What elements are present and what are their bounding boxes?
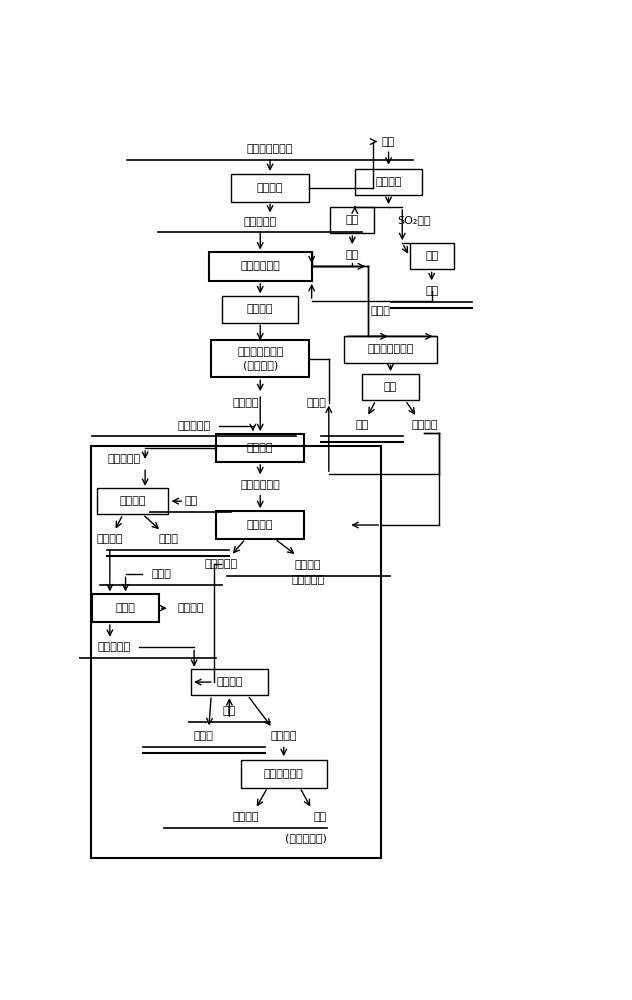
Text: 浸出终渣: 浸出终渣 [295, 560, 322, 570]
Text: 预中和后液: 预中和后液 [98, 642, 131, 652]
Text: 电解: 电解 [384, 382, 397, 392]
Bar [344, 336, 437, 363]
Text: 中浸液: 中浸液 [370, 306, 390, 316]
Text: 富铟渣: 富铟渣 [194, 731, 214, 741]
Bar [216, 434, 305, 462]
Bar [91, 446, 381, 858]
Text: 收尘: 收尘 [346, 215, 359, 225]
Text: 协同浸出: 协同浸出 [247, 443, 274, 453]
Bar [191, 669, 268, 695]
Text: 电解废液: 电解废液 [411, 420, 437, 430]
Text: 预中和渣: 预中和渣 [178, 603, 204, 613]
Text: 高铁硫化锌精矿: 高铁硫化锌精矿 [247, 144, 293, 154]
Text: 锌焙砂: 锌焙砂 [151, 569, 171, 579]
Text: 铁渣: 铁渣 [314, 812, 327, 822]
Text: 两段或三段净化: 两段或三段净化 [367, 344, 414, 354]
Bar [410, 243, 454, 269]
Text: 高铁锌精矿: 高铁锌精矿 [178, 421, 210, 431]
Text: 铁粉: 铁粉 [184, 496, 197, 506]
Text: 协同浸出底流: 协同浸出底流 [240, 480, 280, 490]
Text: 高酸浸出液: 高酸浸出液 [205, 559, 238, 569]
Text: 中和水解除杂: 中和水解除杂 [240, 261, 280, 271]
Text: 预中和: 预中和 [116, 603, 135, 613]
Text: 沉铟后液: 沉铟后液 [270, 731, 297, 741]
Text: 弱酸液: 弱酸液 [307, 398, 327, 408]
Bar [222, 296, 298, 323]
Text: 协同浸出液: 协同浸出液 [107, 454, 141, 464]
Bar [331, 207, 374, 233]
Text: 高温氧化沉铁: 高温氧化沉铁 [264, 769, 303, 779]
Text: 电锌: 电锌 [355, 420, 368, 430]
Text: SO₂烟气: SO₂烟气 [398, 215, 431, 225]
Bar [209, 252, 312, 281]
Text: 高酸浸出: 高酸浸出 [247, 520, 274, 530]
Text: 富铜渣: 富铜渣 [158, 534, 178, 544]
Bar [355, 169, 422, 195]
Bar [97, 488, 168, 514]
Bar [216, 511, 305, 539]
Bar [362, 374, 418, 400]
Text: 高铁锌焙砂: 高铁锌焙砂 [244, 217, 277, 227]
Bar [211, 340, 309, 377]
Text: 烟气: 烟气 [382, 137, 395, 147]
Text: 中浸底流: 中浸底流 [247, 304, 274, 314]
Text: 弱酸底流: 弱酸底流 [233, 398, 258, 408]
Text: 低温焙烧: 低温焙烧 [257, 183, 283, 193]
Text: 硫酸: 硫酸 [425, 286, 438, 296]
Text: (资源化利用): (资源化利用) [285, 833, 327, 843]
Bar [231, 174, 309, 202]
Text: 含铁溶液预处理
(弱酸浸出): 含铁溶液预处理 (弱酸浸出) [237, 348, 283, 370]
Text: 回收银锡硫: 回收银锡硫 [291, 575, 325, 585]
Text: 制酸: 制酸 [425, 251, 438, 261]
Text: 置换沉铜: 置换沉铜 [119, 496, 146, 506]
Text: 置换沉铟: 置换沉铟 [216, 677, 243, 687]
Bar [92, 594, 159, 622]
Text: 沉铜后液: 沉铜后液 [97, 534, 123, 544]
Text: 锌粉: 锌粉 [222, 706, 236, 716]
Text: 余热锅炉: 余热锅炉 [375, 177, 402, 187]
Text: 沉铁后液: 沉铁后液 [233, 812, 258, 822]
Text: 烟尘: 烟尘 [346, 250, 359, 260]
Bar [241, 760, 327, 788]
